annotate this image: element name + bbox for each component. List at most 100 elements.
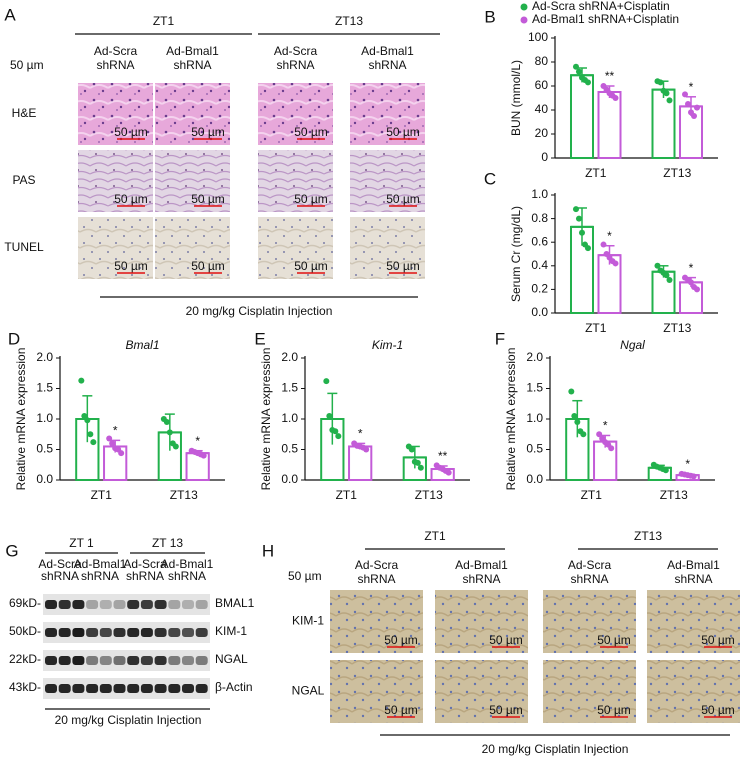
data-point: [580, 431, 587, 438]
data-point: [81, 412, 88, 419]
data-point: [578, 229, 585, 236]
group-label: ZT1: [153, 14, 175, 28]
tissue-image: [647, 590, 740, 653]
column-label: Ad-Bmal1: [667, 558, 720, 572]
y-tick-label: 1.0: [531, 187, 548, 201]
blot-band: [127, 628, 140, 637]
data-point: [575, 215, 582, 222]
data-point: [584, 79, 591, 86]
data-point: [118, 450, 125, 457]
image-scale-label: 50 µm: [294, 125, 328, 139]
blot-band: [58, 656, 71, 665]
tissue-image: [330, 590, 423, 653]
y-tick-label: 0.0: [531, 305, 548, 319]
blot-band: [99, 628, 112, 637]
column-label: Ad-Bmal1: [455, 558, 508, 572]
column-label: shRNA: [357, 572, 395, 586]
y-tick-label: 100: [528, 30, 548, 44]
column-label: shRNA: [368, 58, 406, 72]
x-tick-label: ZT1: [585, 166, 607, 180]
group-label: ZT 1: [69, 536, 94, 550]
footer: 20 mg/kg Cisplatin Injection: [186, 304, 333, 318]
blot-strip: [43, 594, 210, 615]
data-point: [574, 419, 581, 426]
data-point: [612, 260, 619, 267]
y-tick-label: 60: [535, 78, 549, 92]
panel-letter: B: [484, 7, 495, 26]
blot-band: [86, 656, 99, 665]
data-point: [106, 435, 113, 442]
column-label: shRNA: [41, 569, 79, 583]
data-point: [363, 446, 370, 453]
panel-letter: G: [5, 541, 18, 560]
blot-band: [113, 656, 126, 665]
column-label: shRNA: [674, 572, 712, 586]
group-label: ZT 13: [152, 536, 183, 550]
blot-band: [72, 600, 85, 609]
y-tick-label: 0.4: [531, 258, 548, 272]
panel-letter: C: [484, 169, 496, 188]
x-tick-label: ZT13: [663, 321, 691, 335]
y-tick-label: 1.0: [526, 411, 543, 425]
protein-label: β-Actin: [215, 680, 253, 694]
blot-band: [113, 600, 126, 609]
data-point: [109, 440, 116, 447]
x-tick-label: ZT1: [585, 321, 607, 335]
data-point: [663, 90, 670, 97]
blot-band: [140, 600, 153, 609]
blot-band: [195, 628, 208, 637]
data-point: [414, 459, 421, 466]
legend-marker: [520, 3, 528, 11]
significance: *: [607, 229, 612, 243]
image-scale-label: 50 µm: [597, 703, 631, 717]
blot-band: [113, 628, 126, 637]
scale-label: 50 µm: [10, 58, 44, 72]
y-tick-label: 0.0: [281, 472, 298, 486]
blot-band: [45, 684, 57, 693]
blot-band: [86, 684, 99, 693]
data-point: [682, 91, 689, 98]
blot-band: [154, 684, 167, 693]
significance: *: [195, 434, 200, 448]
column-label: shRNA: [168, 569, 206, 583]
y-tick-label: 1.5: [36, 381, 53, 395]
group-label: ZT13: [335, 14, 363, 28]
y-tick-label: 2.0: [281, 350, 298, 364]
blot-band: [72, 684, 85, 693]
y-tick-label: 1.0: [281, 411, 298, 425]
y-tick-label: 0.5: [36, 442, 53, 456]
blot-band: [154, 600, 167, 609]
marker-label: 69kD-: [9, 596, 41, 610]
footer: 20 mg/kg Cisplatin Injection: [55, 713, 202, 727]
tissue-image: [78, 83, 153, 145]
tissue-image: [78, 217, 153, 279]
image-scale-label: 50 µm: [191, 192, 225, 206]
legend-label: Ad-Bmal1 shRNA+Cisplatin: [532, 12, 679, 26]
image-scale-label: 50 µm: [114, 125, 148, 139]
legend-marker: [520, 16, 528, 24]
chart-title: Bmal1: [125, 338, 159, 352]
data-point: [572, 63, 579, 70]
data-point: [408, 446, 415, 453]
data-point: [666, 276, 673, 283]
tissue-image: [258, 83, 333, 145]
image-scale-label: 50 µm: [701, 703, 735, 717]
y-tick-label: 2.0: [36, 350, 53, 364]
marker-label: 50kD-: [9, 624, 41, 638]
y-tick-label: 1.5: [281, 381, 298, 395]
tissue-image: [78, 150, 153, 212]
panel-letter: A: [4, 5, 16, 24]
blot-band: [72, 656, 85, 665]
data-point: [78, 377, 85, 384]
data-point: [332, 428, 339, 435]
protein-label: NGAL: [215, 652, 248, 666]
image-scale-label: 50 µm: [191, 125, 225, 139]
image-scale-label: 50 µm: [114, 259, 148, 273]
data-point: [685, 101, 692, 107]
blot-band: [154, 628, 167, 637]
blot-band: [45, 628, 57, 637]
tissue-image: [543, 660, 636, 723]
blot-strip: [43, 622, 210, 643]
blot-band: [154, 656, 167, 665]
